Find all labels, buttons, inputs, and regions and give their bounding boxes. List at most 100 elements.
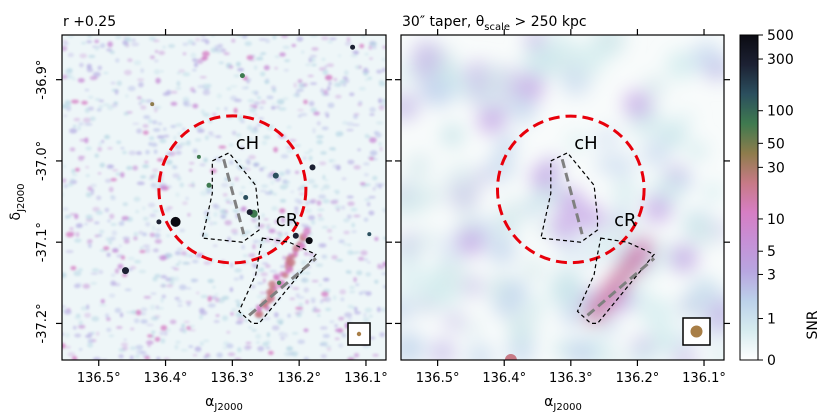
- noise-blob: [65, 345, 71, 349]
- noise-blob: [239, 191, 243, 196]
- noise-blob: [301, 262, 306, 266]
- noise-blob: [84, 123, 93, 126]
- noise-blob: [324, 65, 328, 68]
- noise-blob: [240, 119, 245, 124]
- noise-blob: [197, 128, 205, 133]
- noise-blob: [62, 178, 67, 183]
- diffuse-blob: [419, 183, 445, 209]
- noise-blob: [363, 217, 369, 222]
- noise-blob: [229, 287, 234, 293]
- noise-blob: [142, 216, 149, 221]
- noise-blob: [92, 357, 101, 360]
- diffuse-blob: [443, 310, 466, 333]
- diffuse-blob: [440, 123, 465, 147]
- noise-blob: [166, 284, 174, 288]
- noise-blob: [302, 82, 308, 87]
- noise-blob: [175, 340, 181, 344]
- noise-blob: [233, 74, 240, 78]
- noise-blob: [107, 219, 111, 223]
- noise-blob: [136, 349, 144, 355]
- noise-blob: [327, 85, 331, 91]
- noise-blob: [230, 85, 238, 88]
- noise-blob: [67, 182, 74, 187]
- noise-blob: [262, 253, 268, 256]
- noise-blob: [347, 201, 355, 206]
- noise-blob: [379, 146, 383, 152]
- noise-blob: [303, 287, 309, 293]
- noise-blob: [352, 123, 360, 127]
- noise-blob: [270, 85, 277, 90]
- noise-blob: [188, 168, 193, 172]
- noise-blob: [134, 260, 142, 264]
- noise-blob: [69, 178, 76, 182]
- noise-blob: [308, 215, 315, 221]
- diffuse-blob: [712, 347, 724, 360]
- noise-blob: [372, 175, 378, 181]
- noise-blob: [308, 253, 315, 256]
- noise-blob: [249, 107, 257, 113]
- noise-blob: [223, 52, 230, 55]
- cluster-circle: [496, 114, 646, 265]
- noise-blob: [209, 221, 214, 226]
- left-y-axis-label: δJ2000: [8, 184, 27, 221]
- noise-blob: [148, 142, 152, 146]
- emission-spot: [313, 111, 320, 116]
- diffuse-blob: [401, 93, 419, 122]
- noise-blob: [180, 349, 188, 352]
- noise-blob: [313, 308, 321, 313]
- noise-blob: [111, 102, 118, 108]
- annotation-cr: cR: [276, 210, 298, 231]
- noise-blob: [261, 184, 269, 188]
- x-tick-label: 136.5°: [416, 371, 460, 386]
- noise-blob: [174, 144, 183, 150]
- noise-blob: [237, 115, 244, 121]
- noise-blob: [132, 165, 138, 171]
- noise-blob: [114, 268, 120, 274]
- noise-blob: [123, 239, 130, 244]
- noise-blob: [369, 150, 378, 156]
- noise-blob: [305, 63, 311, 66]
- noise-blob: [74, 238, 82, 243]
- noise-blob: [73, 117, 81, 122]
- noise-blob: [350, 54, 358, 58]
- point-source: [276, 280, 282, 285]
- noise-blob: [160, 338, 166, 344]
- noise-blob: [278, 320, 284, 325]
- noise-blob: [138, 269, 147, 274]
- noise-blob: [318, 283, 322, 287]
- noise-blob: [369, 113, 375, 116]
- noise-blob: [140, 307, 148, 312]
- noise-blob: [161, 294, 166, 299]
- diffuse-blob: [704, 57, 724, 83]
- noise-blob: [253, 163, 260, 167]
- noise-blob: [185, 300, 192, 304]
- noise-blob: [75, 231, 80, 238]
- noise-blob: [138, 101, 142, 106]
- cluster-circle: [157, 114, 308, 265]
- right-beam-box: [682, 317, 711, 346]
- diffuse-blob: [429, 339, 456, 360]
- relic-emission: [266, 288, 273, 296]
- noise-blob: [123, 338, 127, 341]
- noise-blob: [247, 326, 253, 329]
- noise-blob: [105, 237, 110, 241]
- noise-blob: [319, 161, 327, 166]
- noise-blob: [124, 36, 132, 42]
- noise-blob: [303, 151, 311, 154]
- noise-blob: [285, 184, 289, 188]
- noise-blob: [308, 155, 313, 161]
- diffuse-blob: [518, 256, 547, 285]
- emission-spot: [334, 328, 342, 333]
- noise-blob: [173, 135, 177, 140]
- noise-blob: [276, 99, 285, 105]
- noise-blob: [317, 314, 321, 317]
- noise-blob: [78, 155, 86, 159]
- noise-blob: [136, 181, 145, 186]
- noise-blob: [186, 287, 192, 290]
- noise-blob: [218, 61, 224, 65]
- noise-blob: [367, 261, 371, 264]
- emission-spot: [218, 145, 227, 149]
- noise-blob: [160, 275, 167, 279]
- noise-blob: [190, 52, 197, 58]
- noise-blob: [199, 341, 204, 347]
